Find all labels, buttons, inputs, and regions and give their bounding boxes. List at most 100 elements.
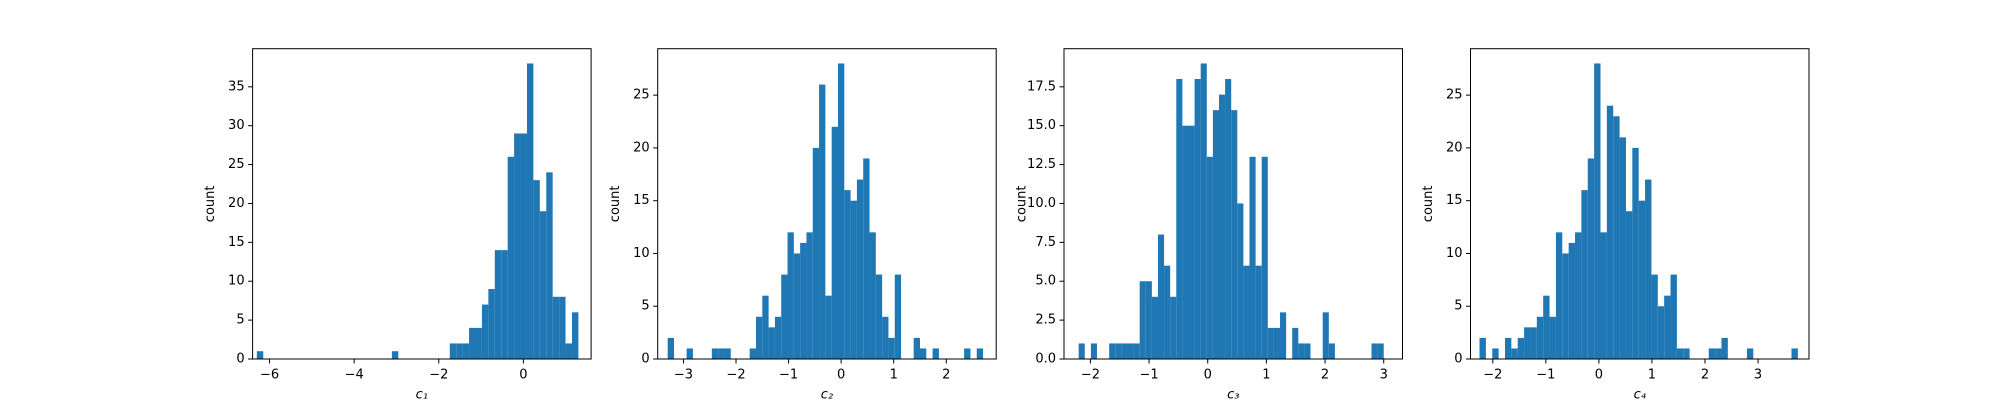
bar	[1322, 312, 1329, 359]
bar	[514, 133, 521, 359]
y-axis-label: count	[203, 186, 218, 223]
bar	[533, 180, 540, 359]
bar	[1243, 265, 1250, 359]
bar	[1176, 79, 1183, 359]
bar	[462, 343, 470, 359]
bar	[806, 232, 813, 359]
y-tick-label: 10.0	[1027, 196, 1056, 211]
y-tick-label: 15	[1446, 193, 1463, 208]
bar	[1651, 274, 1658, 359]
x-tick-label: −1	[1536, 368, 1555, 383]
y-tick-label: 0	[641, 352, 649, 367]
y-tick-label: 0	[1454, 352, 1462, 367]
y-tick-label: 15	[228, 235, 245, 250]
bar	[1645, 179, 1652, 359]
bar	[1555, 232, 1563, 359]
bar	[1170, 296, 1177, 359]
bar	[1715, 348, 1722, 359]
axes-frame	[1063, 48, 1403, 360]
bar	[768, 327, 775, 359]
bar	[1543, 295, 1550, 359]
bar	[869, 232, 876, 359]
bar	[1708, 348, 1716, 359]
bar	[1536, 316, 1544, 359]
bar	[1568, 242, 1576, 359]
x-tick-label: 0	[1204, 368, 1212, 383]
bar	[819, 84, 826, 360]
bar	[894, 274, 902, 359]
bar	[475, 327, 482, 359]
x-tick-label: 2	[1321, 368, 1329, 383]
y-axis-label: count	[1015, 186, 1030, 223]
bar	[1298, 343, 1305, 359]
bar	[391, 351, 399, 359]
bar	[1504, 337, 1512, 359]
bar	[520, 133, 527, 359]
bar	[1575, 232, 1582, 359]
bar	[1194, 79, 1201, 359]
x-axis-label: c₃	[1227, 388, 1239, 400]
bar	[1721, 337, 1728, 359]
bar	[1524, 327, 1531, 359]
bar	[1127, 343, 1134, 359]
bar	[724, 348, 731, 359]
bar	[856, 179, 864, 359]
bar	[1133, 343, 1140, 359]
bar	[850, 200, 857, 359]
y-tick-label: 5	[1454, 299, 1462, 314]
y-tick-label: 0	[236, 352, 244, 367]
bar	[1078, 343, 1085, 359]
bar	[1657, 306, 1665, 359]
bar	[488, 289, 495, 359]
y-tick-label: 10	[1446, 246, 1463, 261]
bar	[913, 337, 920, 359]
bar	[781, 274, 788, 359]
bar	[749, 348, 756, 359]
y-tick-label: 7.5	[1035, 235, 1056, 250]
bar	[1218, 94, 1226, 360]
x-tick-label: 1	[890, 368, 898, 383]
bar	[1371, 343, 1378, 359]
bar	[1328, 343, 1335, 359]
x-tick-label: −2	[429, 368, 448, 383]
bar	[1200, 63, 1207, 359]
bar	[1683, 348, 1690, 359]
y-tick-label: 10	[228, 274, 245, 289]
x-tick-label: −1	[1139, 368, 1158, 383]
bar	[469, 327, 476, 359]
bar	[1632, 147, 1639, 359]
y-tick-label: 20	[1446, 140, 1463, 155]
bar	[667, 337, 674, 359]
y-tick-label: 17.5	[1027, 79, 1056, 94]
bar	[1157, 234, 1165, 359]
bar	[932, 348, 939, 359]
histogram-panel: −2 −1 0 1 2 3 0 5 10 15 20 25 c₄ count	[1421, 48, 1810, 400]
y-tick-label: 5.0	[1035, 274, 1056, 289]
bar	[1791, 348, 1798, 359]
bar	[793, 253, 801, 359]
histogram-panel: −6 −4 −2 0 0 5 10 15 20 25 30 35 c₁ count	[203, 48, 592, 400]
y-tick-label: 5	[236, 313, 244, 328]
bar	[552, 296, 560, 359]
bar	[449, 343, 457, 359]
x-tick-label: −6	[260, 368, 279, 383]
bar	[1212, 110, 1219, 359]
bar	[1377, 343, 1384, 359]
bar	[1581, 190, 1588, 359]
bar	[1109, 343, 1116, 359]
bar	[863, 158, 870, 359]
x-tick-label: 3	[1380, 368, 1388, 383]
x-tick-label: 3	[1754, 368, 1762, 383]
bar	[1746, 348, 1754, 359]
bar	[686, 348, 693, 359]
x-tick-label: 0	[837, 368, 845, 383]
x-tick-label: −3	[674, 368, 693, 383]
axes-frame	[657, 48, 997, 360]
bar	[1225, 79, 1232, 359]
bar	[1670, 274, 1677, 359]
bar	[800, 242, 807, 359]
bar	[875, 274, 883, 359]
x-tick-label: −2	[726, 368, 745, 383]
bar	[1530, 327, 1537, 359]
y-tick-label: 20	[228, 196, 245, 211]
